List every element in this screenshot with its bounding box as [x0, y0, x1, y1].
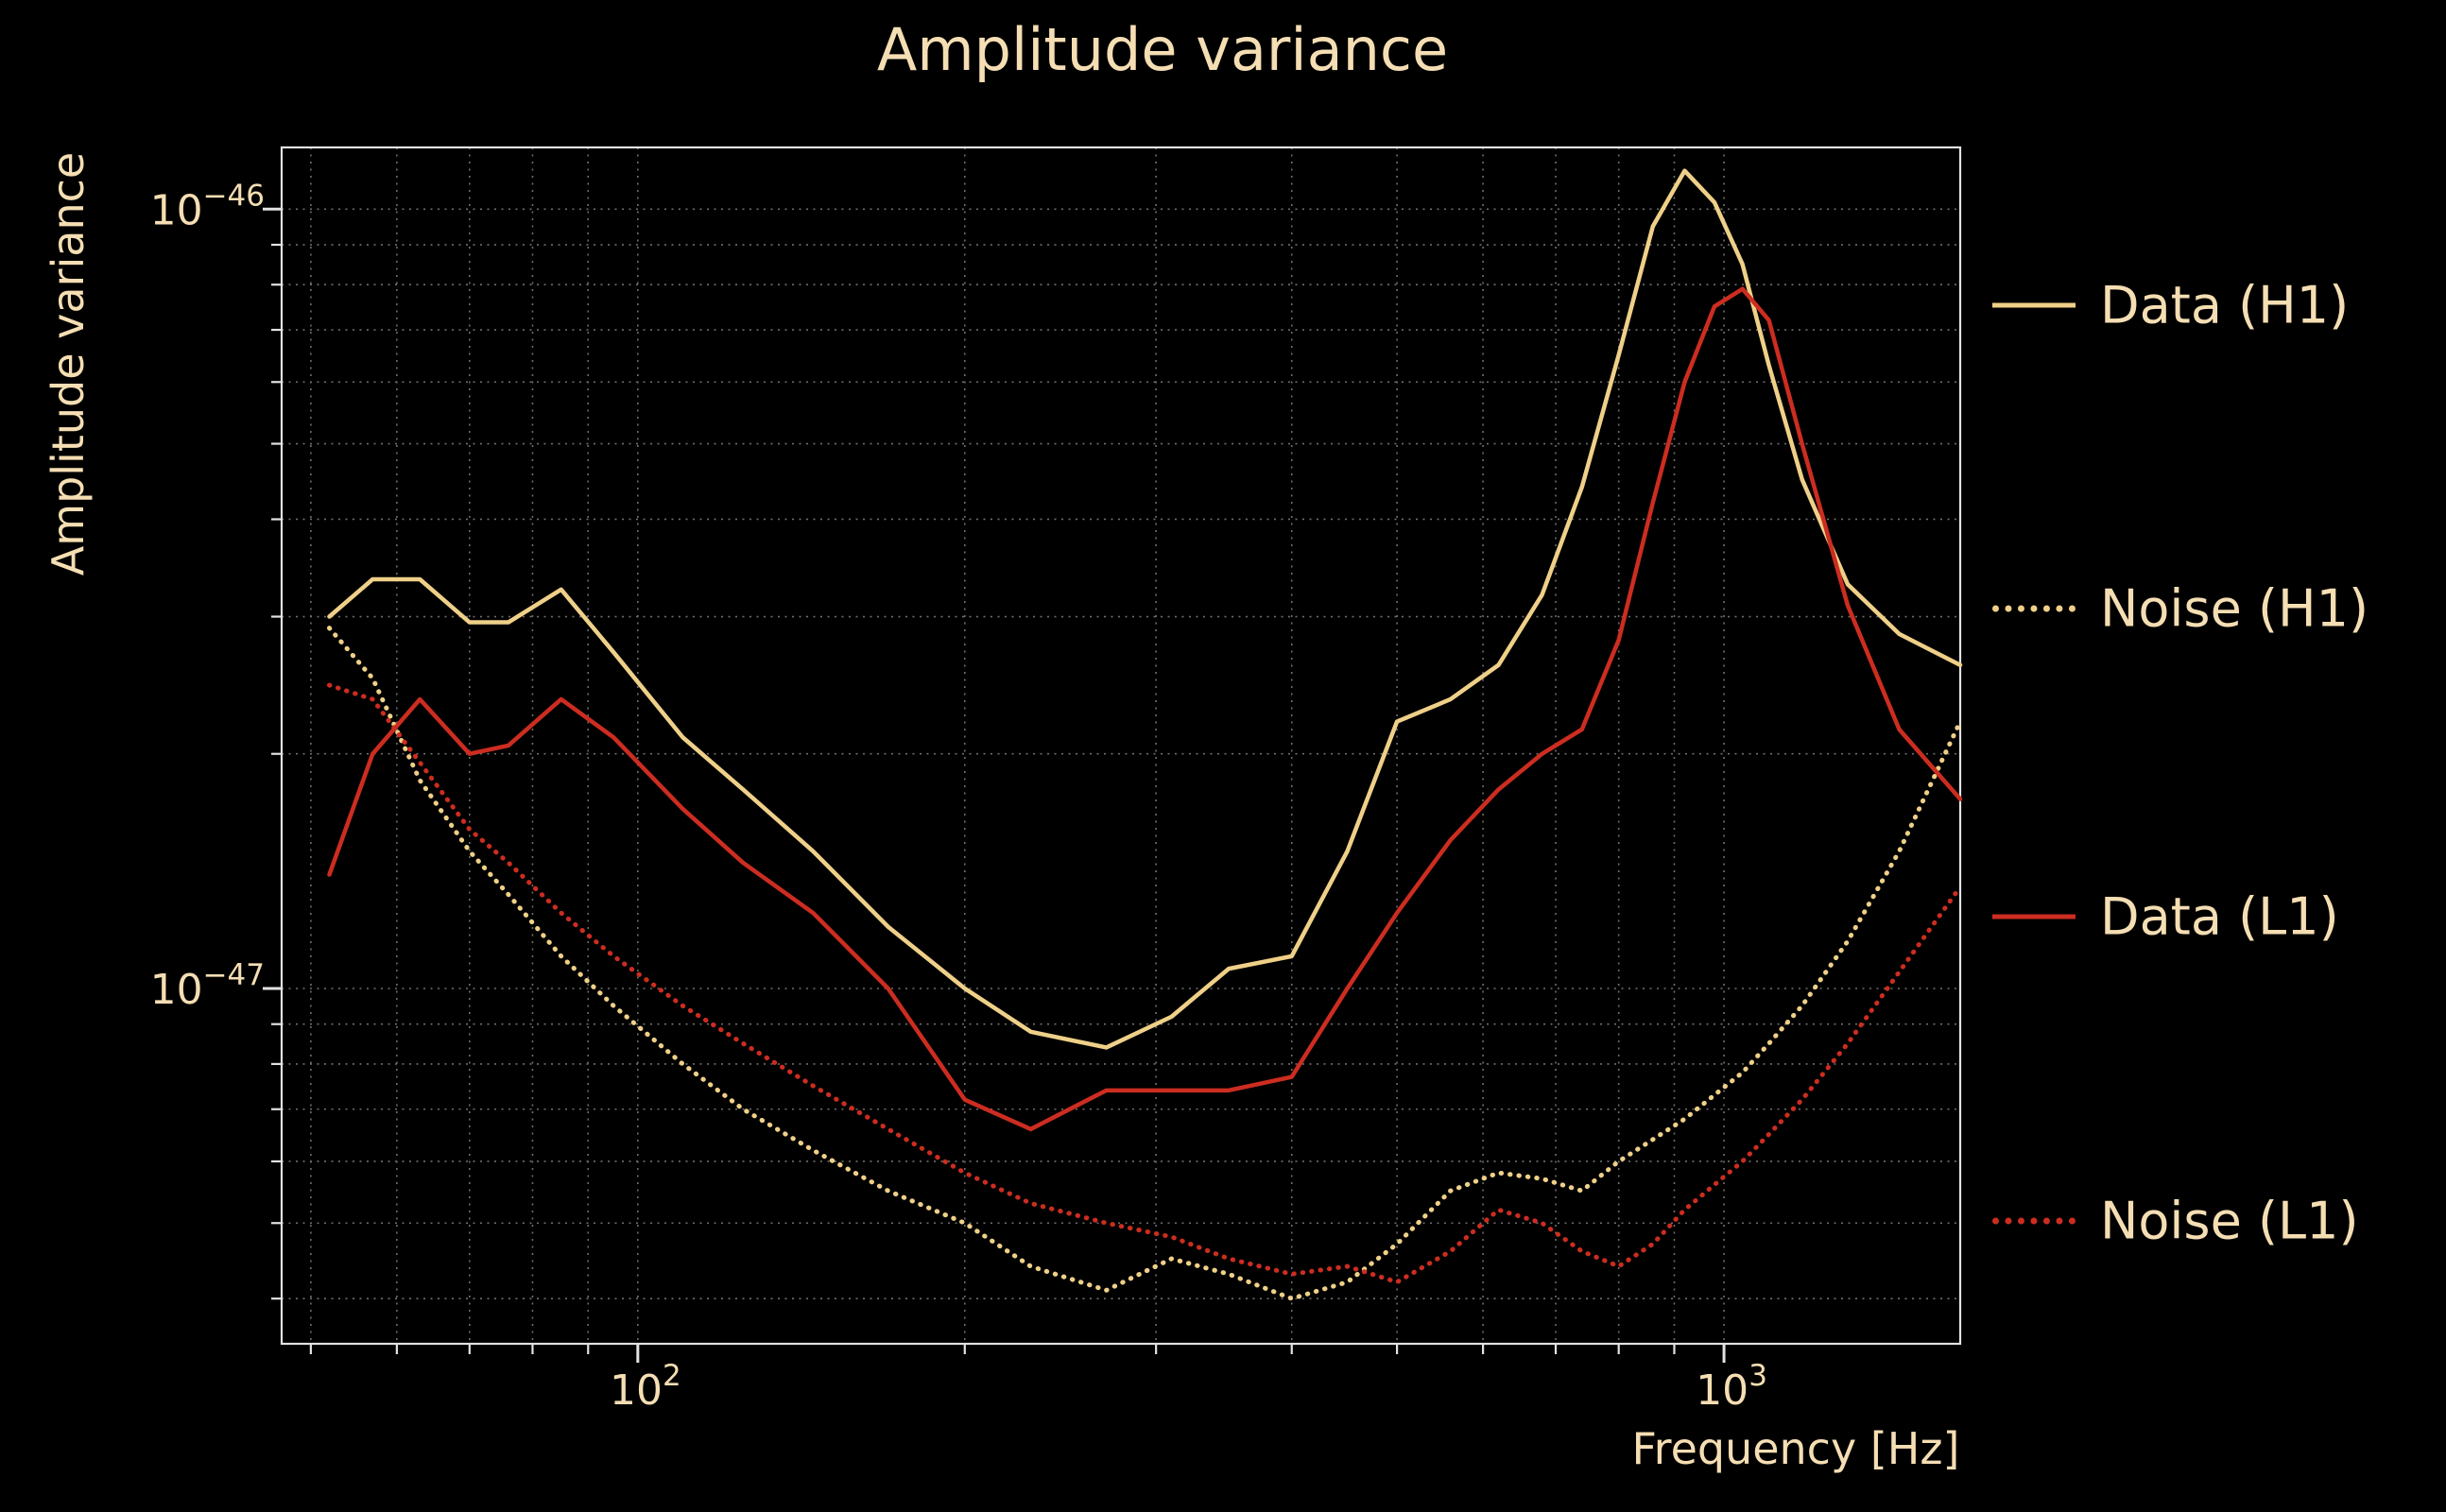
x-axis-label: Frequency [Hz] [1631, 1423, 1960, 1474]
legend-item-noise-l1: Noise (L1) [1992, 1192, 2359, 1251]
legend: Data (H1) Noise (H1) Data (L1) Noise (L1… [1992, 0, 2446, 1512]
legend-item-data-h1: Data (H1) [1992, 276, 2349, 335]
legend-item-noise-h1: Noise (H1) [1992, 579, 2368, 639]
legend-label-data-h1: Data (H1) [2100, 275, 2350, 335]
x-tick-label: 103 [1696, 1359, 1767, 1415]
legend-label-noise-h1: Noise (H1) [2100, 578, 2369, 639]
series-noise-l1 [326, 682, 1963, 1285]
legend-label-noise-l1: Noise (L1) [2100, 1191, 2359, 1251]
series-noise-h1 [326, 626, 1963, 1301]
series-data-l1 [327, 286, 1963, 1132]
legend-line-data-l1 [1992, 914, 2076, 919]
chart-title: Amplitude variance [876, 15, 1449, 84]
plot-border [280, 146, 1962, 1346]
legend-label-data-l1: Data (L1) [2100, 886, 2339, 947]
legend-line-noise-l1 [1992, 1217, 2076, 1225]
legend-line-noise-h1 [1992, 605, 2076, 612]
y-axis-label: Amplitude variance [43, 151, 94, 576]
series-data-h1 [327, 168, 1963, 1050]
legend-line-data-h1 [1992, 302, 2076, 308]
x-tick-label: 102 [610, 1359, 681, 1415]
legend-item-data-l1: Data (L1) [1992, 887, 2339, 947]
ticks [263, 207, 1726, 1363]
y-tick-label: 10−46 [150, 179, 265, 234]
y-tick-label: 10−47 [150, 958, 265, 1014]
